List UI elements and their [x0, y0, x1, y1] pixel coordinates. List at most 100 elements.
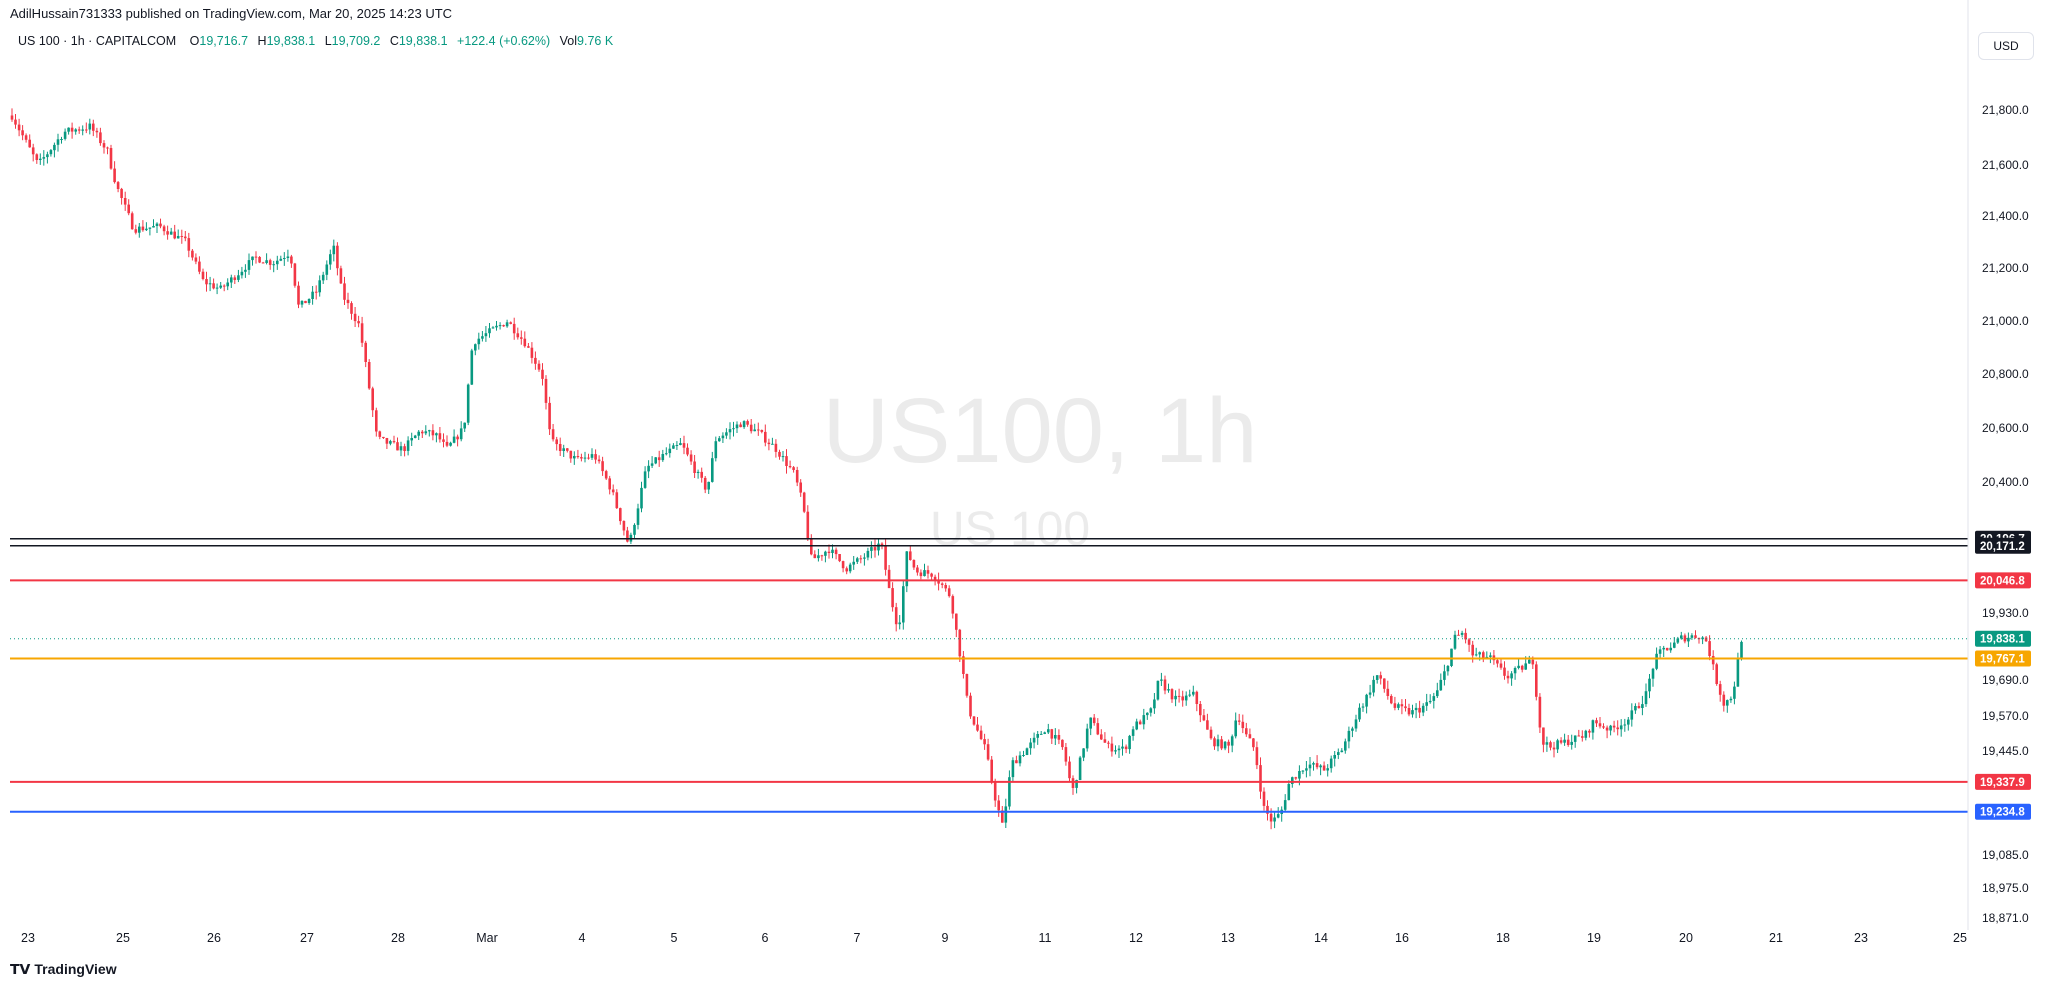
candle-body [456, 436, 459, 440]
candle-body [820, 555, 824, 557]
candle-body [891, 588, 894, 608]
candle-body [962, 656, 965, 674]
candle-body [1414, 707, 1418, 711]
price-tick-label: 19,690.0 [1982, 673, 2029, 687]
candle-body [88, 123, 92, 130]
candle-body [180, 236, 184, 237]
candle-body [877, 543, 880, 551]
candles [10, 108, 1743, 830]
candle-body [92, 123, 95, 131]
candle-body [930, 573, 933, 577]
candle-body [1726, 700, 1729, 706]
candle-body [1245, 728, 1248, 735]
candle-body [1503, 667, 1506, 676]
time-tick-label: 25 [1953, 931, 1967, 945]
candle-body [1319, 765, 1322, 768]
candle-body [113, 168, 116, 183]
candle-body [1393, 703, 1397, 708]
high-label: H [257, 34, 267, 48]
tradingview-logo-text: TradingView [34, 961, 117, 977]
candle-body [1199, 704, 1202, 716]
candle-body [1237, 720, 1241, 722]
candle-body [300, 300, 304, 305]
high-value: 19,838.1 [266, 34, 316, 48]
candle-body [102, 143, 106, 148]
candle-body [1372, 679, 1375, 693]
candle-body [686, 447, 689, 455]
candle-body [1623, 724, 1627, 726]
candle-body [997, 800, 1000, 811]
candle-body [169, 231, 173, 235]
candle-body [138, 226, 141, 233]
candle-body [254, 256, 258, 258]
candle-body [1333, 755, 1336, 759]
candle-body [99, 132, 102, 144]
level-price-label: 19,838.1 [1980, 634, 2025, 646]
candle-body [1687, 637, 1690, 642]
candle-body [1474, 654, 1478, 656]
candle-body [594, 454, 597, 460]
candle-body [95, 130, 99, 133]
candle-body [1428, 700, 1432, 703]
candle-body [1740, 641, 1743, 659]
candle-body [580, 457, 583, 459]
time-axis[interactable]: 23 25 26 27 28 Mar 4 5 6 7 9 11 12 13 14 16 18 19 20 21 23 25 [21, 931, 1967, 945]
candle-body [979, 730, 983, 740]
candle-body [244, 269, 247, 272]
candle-body [696, 471, 700, 473]
candle-body [735, 424, 739, 429]
candle-body [1110, 743, 1114, 752]
candle-body [159, 223, 162, 227]
candle-body [56, 139, 60, 145]
candle-body [162, 226, 166, 232]
candle-body [148, 227, 152, 229]
candle-body [1400, 704, 1404, 707]
candle-body [926, 570, 930, 574]
candle-body [109, 148, 113, 169]
candle-body [856, 558, 859, 562]
candle-body [1064, 747, 1068, 762]
candle-body [909, 551, 912, 560]
tradingview-logo[interactable]: 𝗧𝗩 TradingView [10, 961, 117, 978]
candle-body [1315, 763, 1319, 768]
candle-body [1680, 635, 1683, 639]
candle-body [544, 378, 548, 403]
currency-button[interactable]: USD [1978, 32, 2034, 60]
candle-body [279, 258, 283, 261]
time-tick-label: 28 [391, 931, 405, 945]
candle-body [1117, 748, 1121, 751]
candle-body [548, 402, 551, 430]
candle-body [130, 213, 134, 230]
candle-body [371, 388, 374, 411]
candle-body [459, 428, 463, 440]
candle-body [1354, 719, 1358, 729]
candle-body [304, 300, 307, 304]
candle-body [905, 551, 909, 587]
candle-body [1146, 712, 1149, 716]
candle-body [1262, 791, 1266, 806]
candle-body [700, 471, 703, 478]
candle-body [194, 257, 198, 262]
candle-body [1241, 721, 1245, 729]
candle-body [721, 435, 725, 439]
price-tick-label: 21,400.0 [1982, 209, 2029, 223]
candle-body [1001, 810, 1004, 823]
candle-body [1329, 758, 1333, 769]
price-axis[interactable]: 21,800.0 21,600.0 21,400.0 21,200.0 21,000.0… [1982, 103, 2029, 925]
candle-body [1008, 777, 1011, 807]
candle-body [1644, 691, 1648, 705]
candle-body [265, 260, 268, 263]
candle-body [1294, 777, 1298, 779]
candle-body [1425, 702, 1428, 706]
candle-body [661, 454, 665, 461]
candle-body [767, 442, 771, 445]
candle-body [626, 530, 629, 542]
candle-body [187, 238, 191, 251]
candle-body [325, 264, 329, 275]
candle-body [215, 287, 219, 289]
symbol-label[interactable]: US 100 · 1h · CAPITALCOM [18, 34, 177, 48]
candle-body [1192, 691, 1195, 695]
candle-body [1100, 734, 1103, 740]
open-label: O [189, 34, 200, 48]
